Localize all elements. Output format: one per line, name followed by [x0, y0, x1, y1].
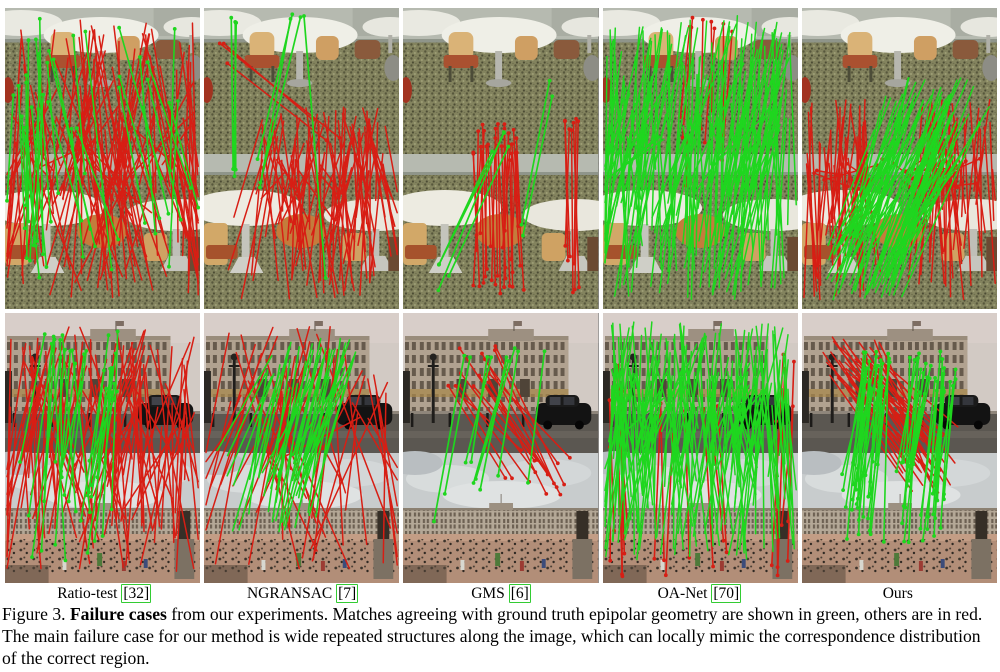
match-panel-palace-gms [403, 313, 599, 583]
method-label-ratio-test: Ratio-test [32] [5, 584, 203, 603]
method-name: Ours [882, 585, 913, 602]
caption-line-3: of the correct region. [2, 647, 150, 668]
citation-link[interactable]: [32] [121, 584, 152, 603]
match-panel-palace-ratio-test [5, 313, 201, 583]
match-panel-cafe-oa-net [602, 8, 798, 309]
match-panel-palace-ours [801, 313, 997, 583]
caption-bold: Failure cases [69, 604, 167, 624]
method-name: Ratio-test [57, 585, 122, 602]
method-name: NGRANSAC [246, 585, 337, 602]
method-label-gms: GMS [6] [402, 584, 600, 603]
match-panel-cafe-ngransac [204, 8, 400, 309]
match-panel-palace-ngransac [204, 313, 400, 583]
citation-link[interactable]: [6] [508, 584, 531, 603]
match-panel-cafe-ours [801, 8, 997, 309]
match-panel-cafe-gms [403, 8, 599, 309]
figure-grid [5, 8, 997, 583]
method-label-ngransac: NGRANSAC [7] [203, 584, 401, 603]
caption-line-2: The main failure case for our method is … [2, 625, 981, 646]
match-panel-cafe-ratio-test [5, 8, 201, 309]
figure-caption: Figure 3. Failure cases from our experim… [2, 604, 998, 669]
method-name: OA-Net [657, 585, 712, 602]
method-label-ours: Ours [799, 584, 997, 603]
method-label-oa-net: OA-Net [70] [600, 584, 798, 603]
method-name: GMS [471, 585, 509, 602]
method-labels-row: Ratio-test [32] NGRANSAC [7] GMS [6] OA-Net… [5, 584, 997, 603]
citation-link[interactable]: [70] [711, 584, 742, 603]
caption-line-1-rest: from our experiments. Matches agreeing w… [166, 604, 983, 624]
caption-line-1: Figure 3. Failure cases from our experim… [2, 604, 998, 626]
caption-figure-number: Figure 3. [2, 604, 70, 624]
citation-link[interactable]: [7] [336, 584, 359, 603]
match-panel-palace-oa-net [602, 313, 798, 583]
